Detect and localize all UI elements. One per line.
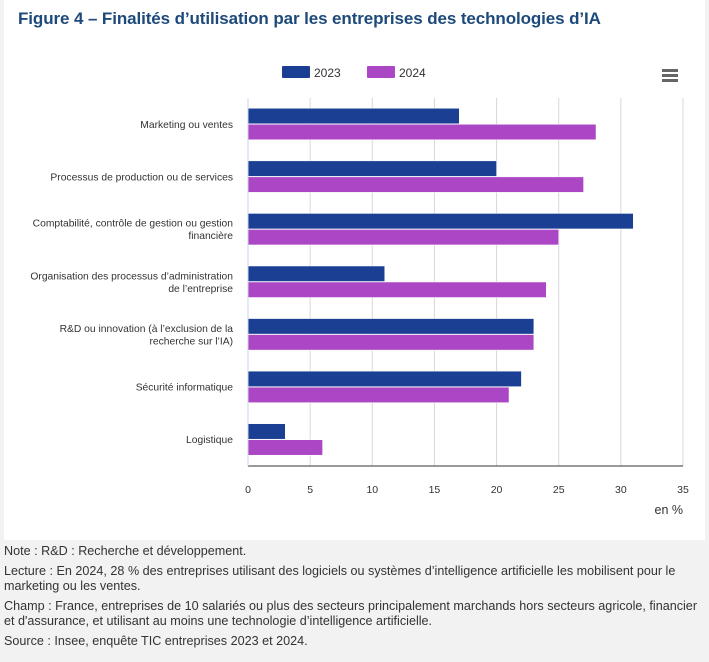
note-label: Champ : (4, 599, 56, 613)
bar-2023[interactable] (247, 108, 460, 125)
category-label: recherche sur l’IA) (149, 336, 233, 347)
category-label: de l’entreprise (168, 284, 233, 295)
category-label: Sécurité informatique (136, 383, 234, 394)
bar-2023[interactable] (247, 265, 385, 282)
hamburger-menu-icon[interactable] (660, 68, 680, 84)
legend-swatch (367, 66, 395, 78)
x-tick-labels: 0 5 10 15 20 25 30 35 (245, 484, 689, 496)
note-label: Note : (4, 544, 42, 558)
bar-2024[interactable] (247, 439, 323, 456)
category-label: Logistique (186, 435, 233, 446)
x-tick-label: 35 (677, 484, 689, 496)
bar-2024[interactable] (247, 386, 510, 403)
figure-title: Figure 4 – Finalités d’utilisation par l… (18, 9, 601, 28)
note-line: Note : R&D : Recherche et développement. (4, 544, 704, 559)
legend: 2023 2024 (282, 66, 426, 80)
category-label: R&D ou innovation (à l’exclusion de la (60, 324, 234, 335)
bar-2024[interactable] (247, 229, 559, 246)
bar-2023[interactable] (247, 370, 522, 387)
bar-2023[interactable] (247, 160, 497, 177)
note-label: Lecture : (4, 564, 57, 578)
x-tick-label: 10 (366, 484, 378, 496)
bar-2024[interactable] (247, 281, 547, 298)
x-tick-label: 5 (307, 484, 313, 496)
legend-item-2023[interactable]: 2023 (282, 66, 341, 80)
note-line: Source : Insee, enquête TIC entreprises … (4, 634, 704, 649)
x-tick-label: 0 (245, 484, 251, 496)
note-text: France, entreprises de 10 salariés ou pl… (4, 599, 698, 628)
note-line: Champ : France, entreprises de 10 salari… (4, 599, 704, 629)
legend-label: 2023 (314, 66, 341, 80)
note-text: R&D : Recherche et développement. (41, 544, 247, 558)
legend-label: 2024 (399, 66, 426, 80)
note-label: Source : (4, 634, 55, 648)
category-label: Processus de production ou de services (50, 172, 233, 183)
category-label: Comptabilité, contrôle de gestion ou ges… (33, 219, 234, 230)
bar-chart: 2023 2024 Marketing ou ventes Processus de… (30, 66, 689, 517)
bar-2023[interactable] (247, 423, 286, 440)
bar-2024[interactable] (247, 176, 584, 193)
bar-2024[interactable] (247, 124, 597, 141)
legend-swatch (282, 66, 310, 78)
category-label: Marketing ou ventes (140, 120, 233, 131)
legend-item-2024[interactable]: 2024 (367, 66, 426, 80)
bar-2024[interactable] (247, 334, 535, 351)
note-text: En 2024, 28 % des entreprises utilisant … (4, 564, 676, 593)
x-tick-label: 15 (429, 484, 441, 496)
bars (247, 108, 634, 456)
bar-2023[interactable] (247, 213, 634, 230)
category-label: financière (188, 231, 233, 242)
category-label: Organisation des processus d’administrat… (30, 271, 233, 282)
figure-notes: Note : R&D : Recherche et développement.… (4, 544, 704, 654)
bar-2023[interactable] (247, 318, 535, 335)
category-labels: Marketing ou ventes Processus de producti… (30, 120, 233, 446)
x-tick-label: 25 (553, 484, 565, 496)
x-axis-label: en % (655, 503, 684, 517)
x-tick-label: 30 (615, 484, 627, 496)
note-text: Insee, enquête TIC entreprises 2023 et 2… (54, 634, 308, 648)
x-tick-label: 20 (491, 484, 503, 496)
note-line: Lecture : En 2024, 28 % des entreprises … (4, 564, 704, 594)
